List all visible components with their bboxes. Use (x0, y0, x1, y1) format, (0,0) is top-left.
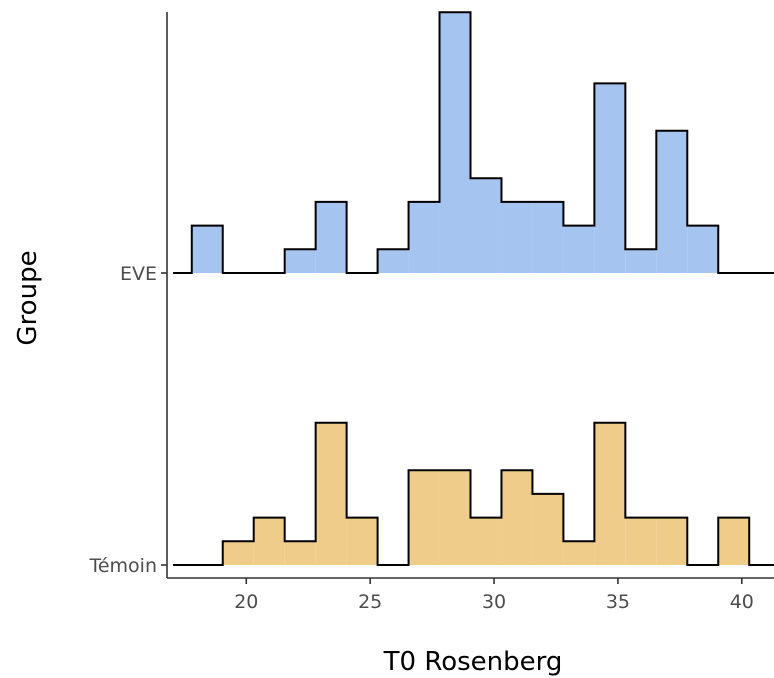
plot-area (173, 11, 774, 566)
histogram-bar-temoin (222, 541, 254, 565)
histogram-bar-eve (377, 249, 409, 273)
histogram-bar-temoin (718, 517, 750, 565)
x-ticks: 20 25 30 35 40 (234, 578, 754, 613)
histogram-bar-eve (470, 178, 502, 273)
x-tick-label: 20 (234, 591, 258, 613)
histogram-bar-eve (625, 249, 657, 273)
y-axis-title: Groupe (13, 250, 43, 345)
histogram-bar-temoin (501, 470, 533, 565)
histogram-bar-eve (501, 201, 533, 273)
histogram-bar-temoin (408, 470, 440, 565)
x-axis-title: T0 Rosenberg (383, 647, 563, 677)
y-tick-label-temoin: Témoin (88, 555, 157, 577)
histogram-outline-eve (173, 11, 774, 274)
histogram-bar-eve (191, 225, 223, 273)
x-tick-label: 35 (606, 591, 630, 613)
histogram-bar-temoin (470, 517, 502, 565)
histogram-bar-eve (315, 201, 347, 273)
histogram-bar-temoin (439, 470, 471, 565)
histogram-bar-temoin (656, 517, 688, 565)
histogram-bar-eve (284, 249, 316, 273)
histogram-bar-temoin (284, 541, 316, 565)
histogram-bar-eve (439, 12, 471, 274)
histogram-bar-eve (563, 225, 595, 273)
histogram-bar-temoin (253, 517, 285, 565)
histogram-bar-eve (408, 201, 440, 273)
histogram-bar-temoin (532, 493, 564, 565)
histogram-bar-temoin (625, 517, 657, 565)
histogram-bar-temoin (563, 541, 595, 565)
histogram-bar-temoin (594, 422, 626, 565)
x-tick-label: 25 (358, 591, 382, 613)
histogram-outline-temoin (173, 421, 774, 566)
x-tick-label: 40 (730, 591, 754, 613)
histogram-bar-temoin (315, 422, 347, 565)
histogram-bar-temoin (346, 517, 378, 565)
histogram-bar-eve (594, 83, 626, 274)
y-ticks: EVE Témoin (88, 263, 167, 577)
histogram-bar-eve (532, 201, 564, 273)
histogram-bar-eve (687, 225, 719, 273)
x-tick-label: 30 (482, 591, 506, 613)
y-tick-label-eve: EVE (120, 263, 157, 285)
histogram-bar-eve (656, 130, 688, 273)
